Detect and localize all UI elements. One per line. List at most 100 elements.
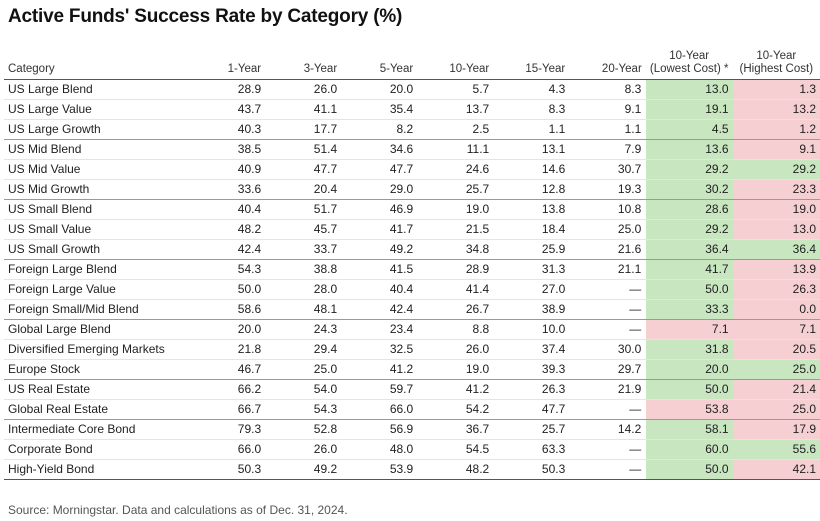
column-header: 10-Year (Highest Cost)	[732, 42, 820, 80]
value-cell: 34.8	[417, 239, 494, 260]
highest-cost-cell: 25.0	[732, 359, 820, 380]
table-row: Diversified Emerging Markets 21.8 29.4 32.5…	[4, 339, 820, 360]
value-cell: 59.7	[341, 379, 418, 400]
value-cell: —	[569, 439, 646, 460]
table-row: US Real Estate 66.2 54.0 59.7 41.2 26.3 21.9 50…	[4, 379, 820, 400]
value-cell: 18.4	[493, 219, 570, 240]
category-cell: US Small Growth	[4, 239, 190, 260]
highest-cost-cell: 19.0	[732, 199, 820, 220]
highest-cost-cell: 13.9	[732, 259, 820, 280]
table-row: US Large Value 43.7 41.1 35.4 13.7 8.3 9.1 19.1…	[4, 99, 820, 120]
highest-cost-cell: 20.5	[732, 339, 820, 360]
category-cell: Foreign Large Value	[4, 279, 190, 300]
value-cell: 36.7	[417, 419, 494, 440]
value-cell: 51.4	[265, 139, 342, 160]
column-header-label: 15-Year	[525, 63, 566, 75]
value-cell: 24.3	[265, 319, 342, 340]
value-cell: 41.7	[341, 219, 418, 240]
value-cell: 21.5	[417, 219, 494, 240]
value-cell: 40.4	[189, 199, 266, 220]
value-cell: —	[569, 319, 646, 340]
value-cell: 14.6	[493, 159, 570, 180]
value-cell: 25.0	[265, 359, 342, 380]
lowest-cost-cell: 28.6	[645, 199, 733, 220]
value-cell: 28.0	[265, 279, 342, 300]
lowest-cost-cell: 50.0	[645, 279, 733, 300]
value-cell: 47.7	[341, 159, 418, 180]
column-header-label: (Highest Cost)	[739, 63, 814, 75]
value-cell: 26.0	[417, 339, 494, 360]
table-row: Intermediate Core Bond 79.3 52.8 56.9 36.7 25…	[4, 419, 820, 440]
value-cell: 41.1	[265, 99, 342, 120]
column-header-label: 10-Year	[669, 50, 710, 62]
value-cell: 58.6	[189, 299, 266, 320]
value-cell: 79.3	[189, 419, 266, 440]
lowest-cost-cell: 60.0	[645, 439, 733, 460]
value-cell: 50.3	[189, 459, 266, 480]
lowest-cost-cell: 31.8	[645, 339, 733, 360]
value-cell: 10.0	[493, 319, 570, 340]
value-cell: 42.4	[341, 299, 418, 320]
value-cell: 41.2	[417, 379, 494, 400]
highest-cost-cell: 7.1	[732, 319, 820, 340]
table-row: US Large Blend 28.9 26.0 20.0 5.7 4.3 8.3 13.0 1…	[4, 79, 820, 100]
value-cell: 30.7	[569, 159, 646, 180]
value-cell: 41.4	[417, 279, 494, 300]
value-cell: 25.7	[417, 179, 494, 200]
value-cell: 8.3	[493, 99, 570, 120]
column-header-label: (Lowest Cost) *	[649, 63, 729, 75]
lowest-cost-cell: 50.0	[645, 379, 733, 400]
column-header: 20-Year	[569, 42, 646, 80]
value-cell: 20.0	[189, 319, 266, 340]
category-cell: US Large Blend	[4, 79, 190, 100]
value-cell: 66.7	[189, 399, 266, 420]
value-cell: 19.0	[417, 359, 494, 380]
value-cell: 21.6	[569, 239, 646, 260]
category-cell: US Small Value	[4, 219, 190, 240]
value-cell: 20.4	[265, 179, 342, 200]
value-cell: 40.3	[189, 119, 266, 140]
column-header-label: 5-Year	[379, 63, 414, 75]
value-cell: 28.9	[417, 259, 494, 280]
table-row: US Small Growth 42.4 33.7 49.2 34.8 25.9 21.6 3…	[4, 239, 820, 260]
value-cell: 48.2	[417, 459, 494, 480]
value-cell: 51.7	[265, 199, 342, 220]
value-cell: 38.5	[189, 139, 266, 160]
value-cell: 8.8	[417, 319, 494, 340]
value-cell: 25.0	[569, 219, 646, 240]
value-cell: 45.7	[265, 219, 342, 240]
lowest-cost-cell: 53.8	[645, 399, 733, 420]
value-cell: 34.6	[341, 139, 418, 160]
lowest-cost-cell: 19.1	[645, 99, 733, 120]
value-cell: 17.7	[265, 119, 342, 140]
chart-title: Active Funds' Success Rate by Category (…	[8, 6, 403, 27]
column-header: 3-Year	[265, 42, 342, 80]
value-cell: 40.4	[341, 279, 418, 300]
column-header-label: 10-Year	[449, 63, 490, 75]
column-header-label: 3-Year	[303, 63, 338, 75]
value-cell: 33.7	[265, 239, 342, 260]
highest-cost-cell: 0.0	[732, 299, 820, 320]
value-cell: 13.1	[493, 139, 570, 160]
value-cell: 14.2	[569, 419, 646, 440]
table-row: Foreign Large Blend 54.3 38.8 41.5 28.9 31.3 2…	[4, 259, 820, 280]
lowest-cost-cell: 58.1	[645, 419, 733, 440]
value-cell: 26.0	[265, 79, 342, 100]
value-cell: 54.0	[265, 379, 342, 400]
value-cell: 48.1	[265, 299, 342, 320]
lowest-cost-cell: 20.0	[645, 359, 733, 380]
value-cell: 50.0	[189, 279, 266, 300]
value-cell: 10.8	[569, 199, 646, 220]
value-cell: 49.2	[341, 239, 418, 260]
value-cell: 30.0	[569, 339, 646, 360]
value-cell: 53.9	[341, 459, 418, 480]
table-row: US Large Growth 40.3 17.7 8.2 2.5 1.1 1.1 4.5 1.…	[4, 119, 820, 140]
lowest-cost-cell: 41.7	[645, 259, 733, 280]
value-cell: 2.5	[417, 119, 494, 140]
column-header-label: 10-Year	[756, 50, 797, 62]
category-cell: Global Real Estate	[4, 399, 190, 420]
table-row: US Mid Growth 33.6 20.4 29.0 25.7 12.8 19.3 30.…	[4, 179, 820, 200]
table-row: US Small Value 48.2 45.7 41.7 21.5 18.4 25.0 29…	[4, 219, 820, 240]
table-body: US Large Blend 28.9 26.0 20.0 5.7 4.3 8.3 13.0 1…	[4, 79, 820, 480]
value-cell: —	[569, 279, 646, 300]
